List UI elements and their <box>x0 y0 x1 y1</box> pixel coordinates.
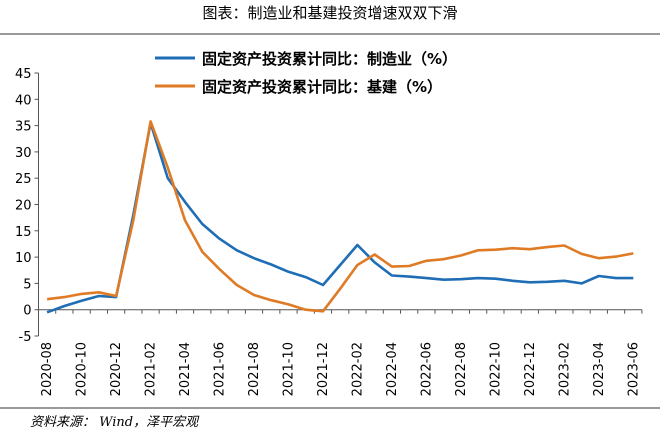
series-line <box>46 120 634 313</box>
legend-label: 固定资产投资累计同比：基建（%） <box>202 78 442 96</box>
x-tick-label: 2021-04 <box>178 342 193 396</box>
x-tick-label: 2020-08 <box>40 342 55 396</box>
y-tick-label: 10 <box>15 251 32 266</box>
x-tick-label: 2021-02 <box>144 342 159 396</box>
x-tick-label: 2023-04 <box>592 342 607 396</box>
y-tick-label: 45 <box>15 67 32 82</box>
y-tick-label: 30 <box>15 146 32 161</box>
x-tick-label: 2022-08 <box>454 342 469 396</box>
y-tick-label: 20 <box>15 199 32 214</box>
x-tick-label: 2020-10 <box>75 342 90 396</box>
x-tick-label: 2022-10 <box>488 342 503 396</box>
x-tick-label: 2021-12 <box>316 342 331 396</box>
y-tick-label: 40 <box>15 93 32 108</box>
x-tick-label: 2022-06 <box>419 342 434 396</box>
x-tick-label: 2020-12 <box>109 342 124 396</box>
x-tick-label: 2022-12 <box>523 342 538 396</box>
x-tick-label: 2023-02 <box>557 342 572 396</box>
source: 资料来源： Wind，泽平宏观 <box>30 414 200 430</box>
x-tick-label: 2021-08 <box>247 342 262 396</box>
x-tick-label: 2021-06 <box>213 342 228 396</box>
x-tick-label: 2023-06 <box>626 342 641 396</box>
y-tick-label: 35 <box>15 120 32 135</box>
x-tick-label: 2021-10 <box>281 342 296 396</box>
y-tick-label: -5 <box>19 330 32 345</box>
y-tick-label: 0 <box>23 304 31 319</box>
legend-label: 固定资产投资累计同比：制造业（%） <box>202 50 457 68</box>
y-tick-label: 5 <box>23 277 31 292</box>
chart-title: 图表：制造业和基建投资增速双双下滑 <box>202 4 457 22</box>
x-tick-label: 2022-02 <box>350 342 365 396</box>
y-tick-label: 25 <box>15 172 32 187</box>
y-tick-label: 15 <box>15 225 32 240</box>
x-tick-label: 2022-04 <box>385 342 400 396</box>
